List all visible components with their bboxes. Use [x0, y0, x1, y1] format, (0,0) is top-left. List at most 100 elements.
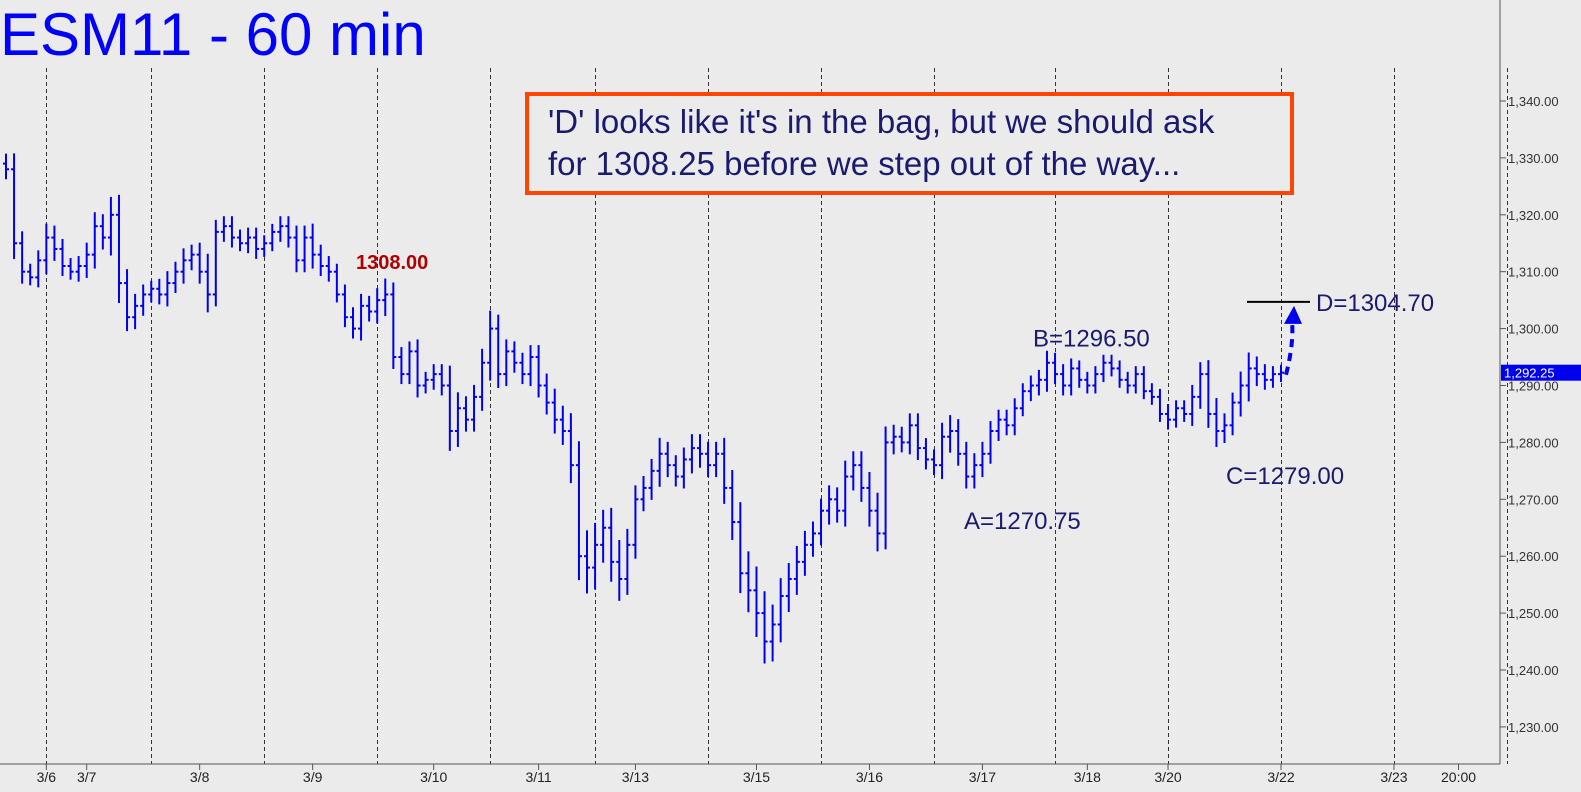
- price-bar: [164, 271, 171, 307]
- price-bar: [826, 485, 833, 525]
- price-bar: [446, 365, 453, 451]
- price-bar: [91, 212, 98, 269]
- price-bar: [285, 216, 292, 248]
- price-bar: [858, 451, 865, 502]
- price-bar: [1253, 356, 1260, 387]
- price-bar: [793, 545, 800, 595]
- price-bar: [1173, 400, 1180, 428]
- price-bar: [341, 284, 348, 328]
- price-bar: [325, 256, 332, 282]
- price-bar: [253, 227, 260, 259]
- price-bar: [1052, 352, 1059, 385]
- price-bar: [301, 225, 308, 273]
- y-tick-label: 1,320.00: [1508, 208, 1559, 223]
- price-bar: [172, 261, 179, 294]
- price-bar: [922, 438, 929, 470]
- price-bar: [696, 434, 703, 468]
- price-bar: [995, 409, 1002, 441]
- x-tick-label: 3/22: [1267, 769, 1294, 785]
- x-tick-label: 3/18: [1074, 769, 1101, 785]
- x-tick-label: 3/20: [1154, 769, 1181, 785]
- price-bar: [107, 196, 114, 256]
- price-bar: [454, 392, 461, 447]
- price-bar: [3, 153, 9, 180]
- price-bar: [729, 469, 736, 540]
- price-bar: [148, 280, 155, 303]
- price-bar: [382, 278, 389, 317]
- price-bar: [1043, 350, 1050, 392]
- price-bar: [1229, 392, 1236, 436]
- chart-title: ESM11 - 60 min: [0, 1, 426, 68]
- price-bar: [366, 295, 373, 322]
- price-bar: [1011, 398, 1018, 436]
- price-bar: [438, 364, 445, 396]
- x-tick-label: 3/23: [1380, 769, 1407, 785]
- price-bar: [422, 371, 429, 394]
- price-bar: [575, 441, 582, 581]
- price-bar: [67, 258, 74, 280]
- price-bar: [317, 244, 324, 276]
- price-bar: [333, 263, 340, 303]
- price-bar: [1197, 362, 1204, 409]
- price-bars: [3, 153, 1284, 664]
- price-bar: [971, 453, 978, 489]
- x-tick-label: 3/7: [77, 769, 97, 785]
- x-tick-label: 3/11: [525, 769, 551, 785]
- price-bar: [1124, 371, 1131, 394]
- price-bar: [430, 364, 437, 390]
- x-tick-label: 3/13: [622, 769, 649, 785]
- price-bar: [309, 223, 316, 269]
- price-bar: [132, 293, 139, 330]
- price-bar: [987, 421, 994, 464]
- price-bar: [874, 492, 881, 552]
- price-bar: [761, 591, 768, 664]
- price-bar: [495, 314, 502, 389]
- point-b-label: B=1296.50: [1033, 326, 1150, 353]
- x-tick-label: 3/9: [303, 769, 323, 785]
- price-bar: [19, 231, 26, 284]
- price-bar: [99, 214, 106, 250]
- price-bar: [777, 578, 784, 643]
- price-bar: [672, 455, 679, 487]
- price-bar: [850, 451, 857, 491]
- price-bar: [705, 441, 712, 478]
- price-bar: [632, 485, 639, 559]
- price-bar: [59, 238, 66, 276]
- price-bar: [963, 441, 970, 489]
- price-bar: [75, 256, 82, 282]
- price-bar: [745, 551, 752, 613]
- price-bar: [1068, 358, 1075, 396]
- price-bar: [721, 437, 728, 504]
- price-bar: [947, 415, 954, 453]
- price-bar: [834, 487, 841, 523]
- y-tick-label: 1,270.00: [1508, 492, 1559, 507]
- price-bar: [27, 263, 34, 286]
- price-bar: [664, 441, 671, 478]
- callout-line-1: 'D' looks like it's in the bag, but we s…: [548, 103, 1215, 140]
- price-bar: [1019, 383, 1026, 417]
- price-bar: [204, 253, 211, 313]
- price-bar: [890, 424, 897, 455]
- y-axis: 1,230.00 1,240.00 1,250.00 1,260.00 1,270.00…: [1500, 94, 1559, 735]
- price-bar: [349, 307, 356, 339]
- price-bar: [1237, 371, 1244, 417]
- price-bar: [277, 216, 284, 242]
- price-bar: [1181, 400, 1188, 422]
- price-bar: [737, 502, 744, 594]
- price-bar: [527, 345, 534, 387]
- point-d-label: D=1304.70: [1316, 290, 1434, 317]
- price-bar: [592, 522, 599, 590]
- price-bar: [543, 373, 550, 415]
- price-bar: [43, 223, 50, 275]
- price-bar: [293, 225, 300, 273]
- price-bar: [616, 539, 623, 601]
- price-bar: [608, 507, 615, 582]
- last-price-box: [1501, 364, 1581, 381]
- y-tick-label: 1,260.00: [1508, 549, 1559, 564]
- x-tick-label: 3/6: [37, 769, 57, 785]
- price-bar: [1261, 364, 1268, 390]
- price-bar: [1027, 375, 1034, 402]
- price-bar: [1269, 366, 1276, 388]
- price-bar: [713, 441, 720, 478]
